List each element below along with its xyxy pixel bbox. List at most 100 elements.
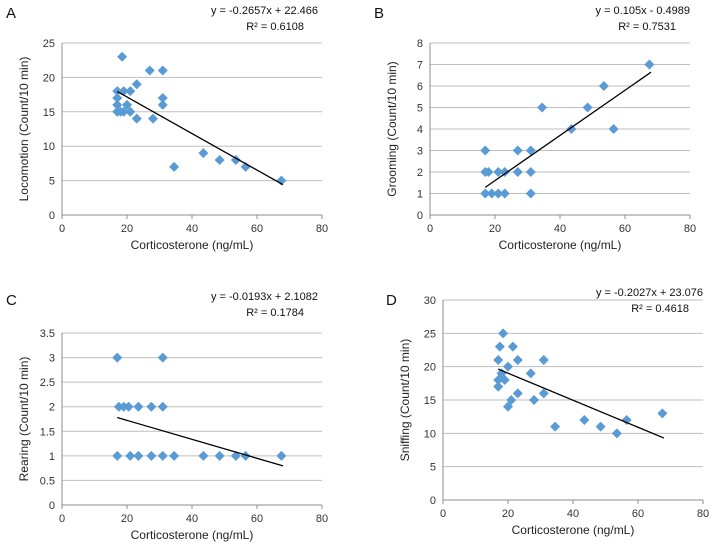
y-tick-label: 2 [417, 167, 423, 179]
data-point [133, 450, 144, 461]
data-point [112, 352, 123, 363]
y-tick-label: 6 [417, 81, 423, 93]
data-point [133, 401, 144, 412]
data-point [131, 79, 142, 90]
data-point [146, 450, 157, 461]
chart-panel-d: 0 5 10 15 20 25 30 0 20 40 60 80 Corticosterone (ng/… [386, 287, 709, 537]
data-point [169, 450, 180, 461]
y-tick-label: 0 [49, 210, 55, 222]
data-point [538, 388, 549, 399]
x-axis-label: Corticosterone (ng/mL) [512, 523, 635, 537]
chart-panel-a: 0 5 10 15 20 25 0 20 40 60 80 Corticosterone (ng/mL… [6, 5, 328, 252]
data-point [486, 188, 497, 199]
panel-letter: B [374, 5, 384, 22]
x-tick-label: 40 [554, 223, 566, 235]
data-point [276, 450, 287, 461]
data-point [499, 167, 510, 177]
data-point [507, 341, 518, 352]
panel-letter: A [6, 5, 16, 22]
data-point [525, 188, 536, 199]
data-point [512, 145, 523, 156]
data-point [493, 381, 504, 392]
trendline [498, 368, 665, 439]
data-point [117, 51, 128, 62]
x-tick-label: 20 [121, 223, 133, 235]
y-tick-label: 3.5 [40, 328, 55, 340]
x-tick-label: 80 [316, 513, 328, 525]
panel-letter: C [6, 292, 17, 309]
data-point [144, 65, 155, 76]
data-point [157, 450, 168, 461]
y-tick-label: 0 [49, 500, 55, 512]
y-tick-label: 20 [43, 72, 55, 84]
data-point [608, 124, 619, 134]
x-tick-label: 80 [697, 508, 709, 520]
data-point [125, 86, 136, 97]
data-point [157, 99, 168, 110]
trendline [484, 71, 652, 188]
data-point [621, 415, 632, 425]
data-point [125, 450, 136, 461]
y-tick-label: 15 [43, 107, 55, 119]
data-point [582, 102, 593, 113]
x-tick-label: 40 [567, 508, 579, 520]
y-tick-label: 2.5 [40, 377, 55, 389]
data-point [214, 450, 225, 461]
data-point [483, 167, 494, 177]
data-point [525, 167, 536, 177]
trendline-equation: y = -0.2657x + 22.466 [211, 5, 318, 17]
y-tick-label: 2 [49, 402, 55, 414]
x-tick-label: 40 [186, 223, 198, 235]
data-point [157, 401, 168, 412]
data-point [579, 415, 590, 425]
data-point [611, 428, 622, 439]
data-point [214, 154, 225, 165]
trendline-equation: y = -0.0193x + 2.1082 [211, 291, 318, 303]
y-tick-label: 3 [49, 353, 55, 365]
y-tick-label: 5 [430, 462, 436, 474]
data-point [538, 355, 549, 365]
x-tick-label: 0 [440, 508, 446, 520]
data-point [537, 102, 548, 113]
data-point [123, 401, 134, 412]
y-tick-label: 15 [424, 395, 436, 407]
data-point [512, 355, 523, 365]
data-point [512, 388, 523, 399]
data-point [157, 65, 168, 76]
data-point [157, 93, 168, 104]
x-tick-label: 80 [684, 223, 696, 235]
y-tick-label: 1.5 [40, 426, 55, 438]
data-point [595, 421, 606, 432]
y-tick-label: 8 [417, 38, 423, 50]
y-tick-label: 5 [49, 176, 55, 188]
chart-panel-c: 0 0.5 1 1.5 2 2.5 3 3.5 0 20 40 60 80 Corticosterone … [6, 291, 328, 542]
data-point [598, 81, 609, 91]
data-point [503, 361, 513, 372]
x-tick-label: 60 [619, 223, 631, 235]
x-tick-label: 60 [251, 223, 263, 235]
x-tick-label: 20 [121, 513, 133, 525]
data-point [529, 395, 539, 405]
data-point [644, 59, 655, 70]
r-squared-label: R² = 0.7531 [618, 21, 676, 33]
y-tick-label: 30 [424, 295, 436, 307]
y-tick-label: 4 [417, 124, 423, 136]
y-tick-label: 10 [43, 141, 55, 153]
panel-letter: D [386, 292, 397, 309]
data-point [169, 161, 180, 172]
trendline-equation: y = -0.2027x + 23.076 [596, 287, 703, 299]
y-tick-label: 3 [417, 146, 423, 158]
data-point [112, 450, 123, 461]
data-point [657, 408, 668, 419]
data-point [525, 145, 536, 156]
y-tick-label: 1 [417, 189, 423, 201]
y-tick-label: 20 [424, 362, 436, 374]
x-tick-label: 40 [186, 513, 198, 525]
data-point [198, 148, 209, 159]
x-axis-label: Corticosterone (ng/mL) [131, 528, 254, 542]
r-squared-label: R² = 0.1784 [246, 307, 304, 319]
trendline [117, 416, 284, 467]
data-point [493, 188, 504, 199]
